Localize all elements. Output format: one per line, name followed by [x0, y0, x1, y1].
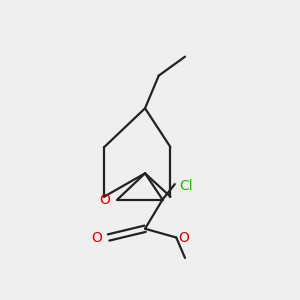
Text: O: O — [91, 230, 102, 244]
Text: O: O — [99, 193, 110, 207]
Text: Cl: Cl — [179, 178, 193, 193]
Text: O: O — [178, 230, 190, 244]
